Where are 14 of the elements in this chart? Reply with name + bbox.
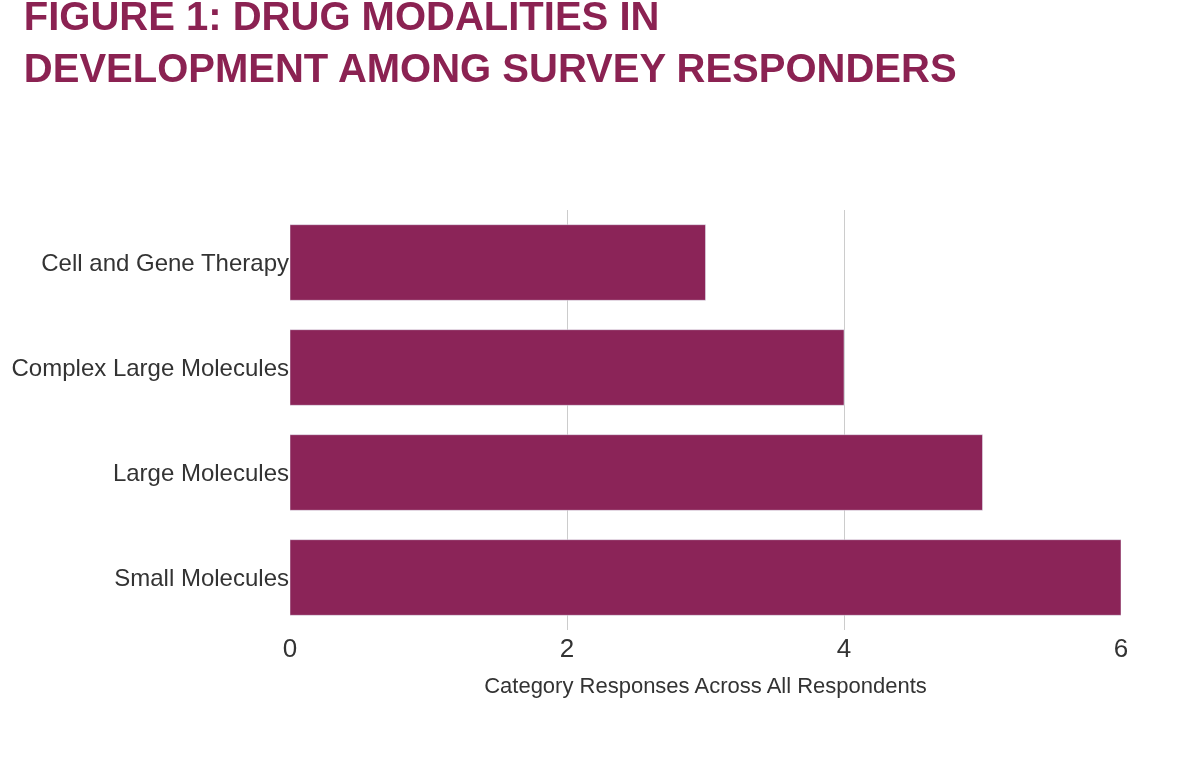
bar	[290, 329, 845, 406]
y-tick-label: Small Molecules	[114, 563, 289, 591]
bar	[290, 539, 1121, 616]
x-tick-label: 4	[836, 633, 852, 663]
y-tick-label: Large Molecules	[112, 458, 289, 486]
x-axis-title: Category Responses Across All Respondents	[484, 672, 927, 698]
chart-title: FIGURE 1: DRUG MODALITIES IN DEVELOPMENT AMONG SURVEY RESPONDERS	[23, 0, 957, 91]
x-tick-label: 0	[282, 633, 298, 663]
bar	[290, 434, 983, 511]
y-tick-label: Cell and Gene Therapy	[41, 248, 289, 276]
x-tick-label: 6	[1113, 633, 1129, 663]
y-tick-label: Complex Large Molecules	[11, 353, 289, 381]
bar	[290, 224, 706, 301]
x-tick-label: 2	[559, 633, 575, 663]
